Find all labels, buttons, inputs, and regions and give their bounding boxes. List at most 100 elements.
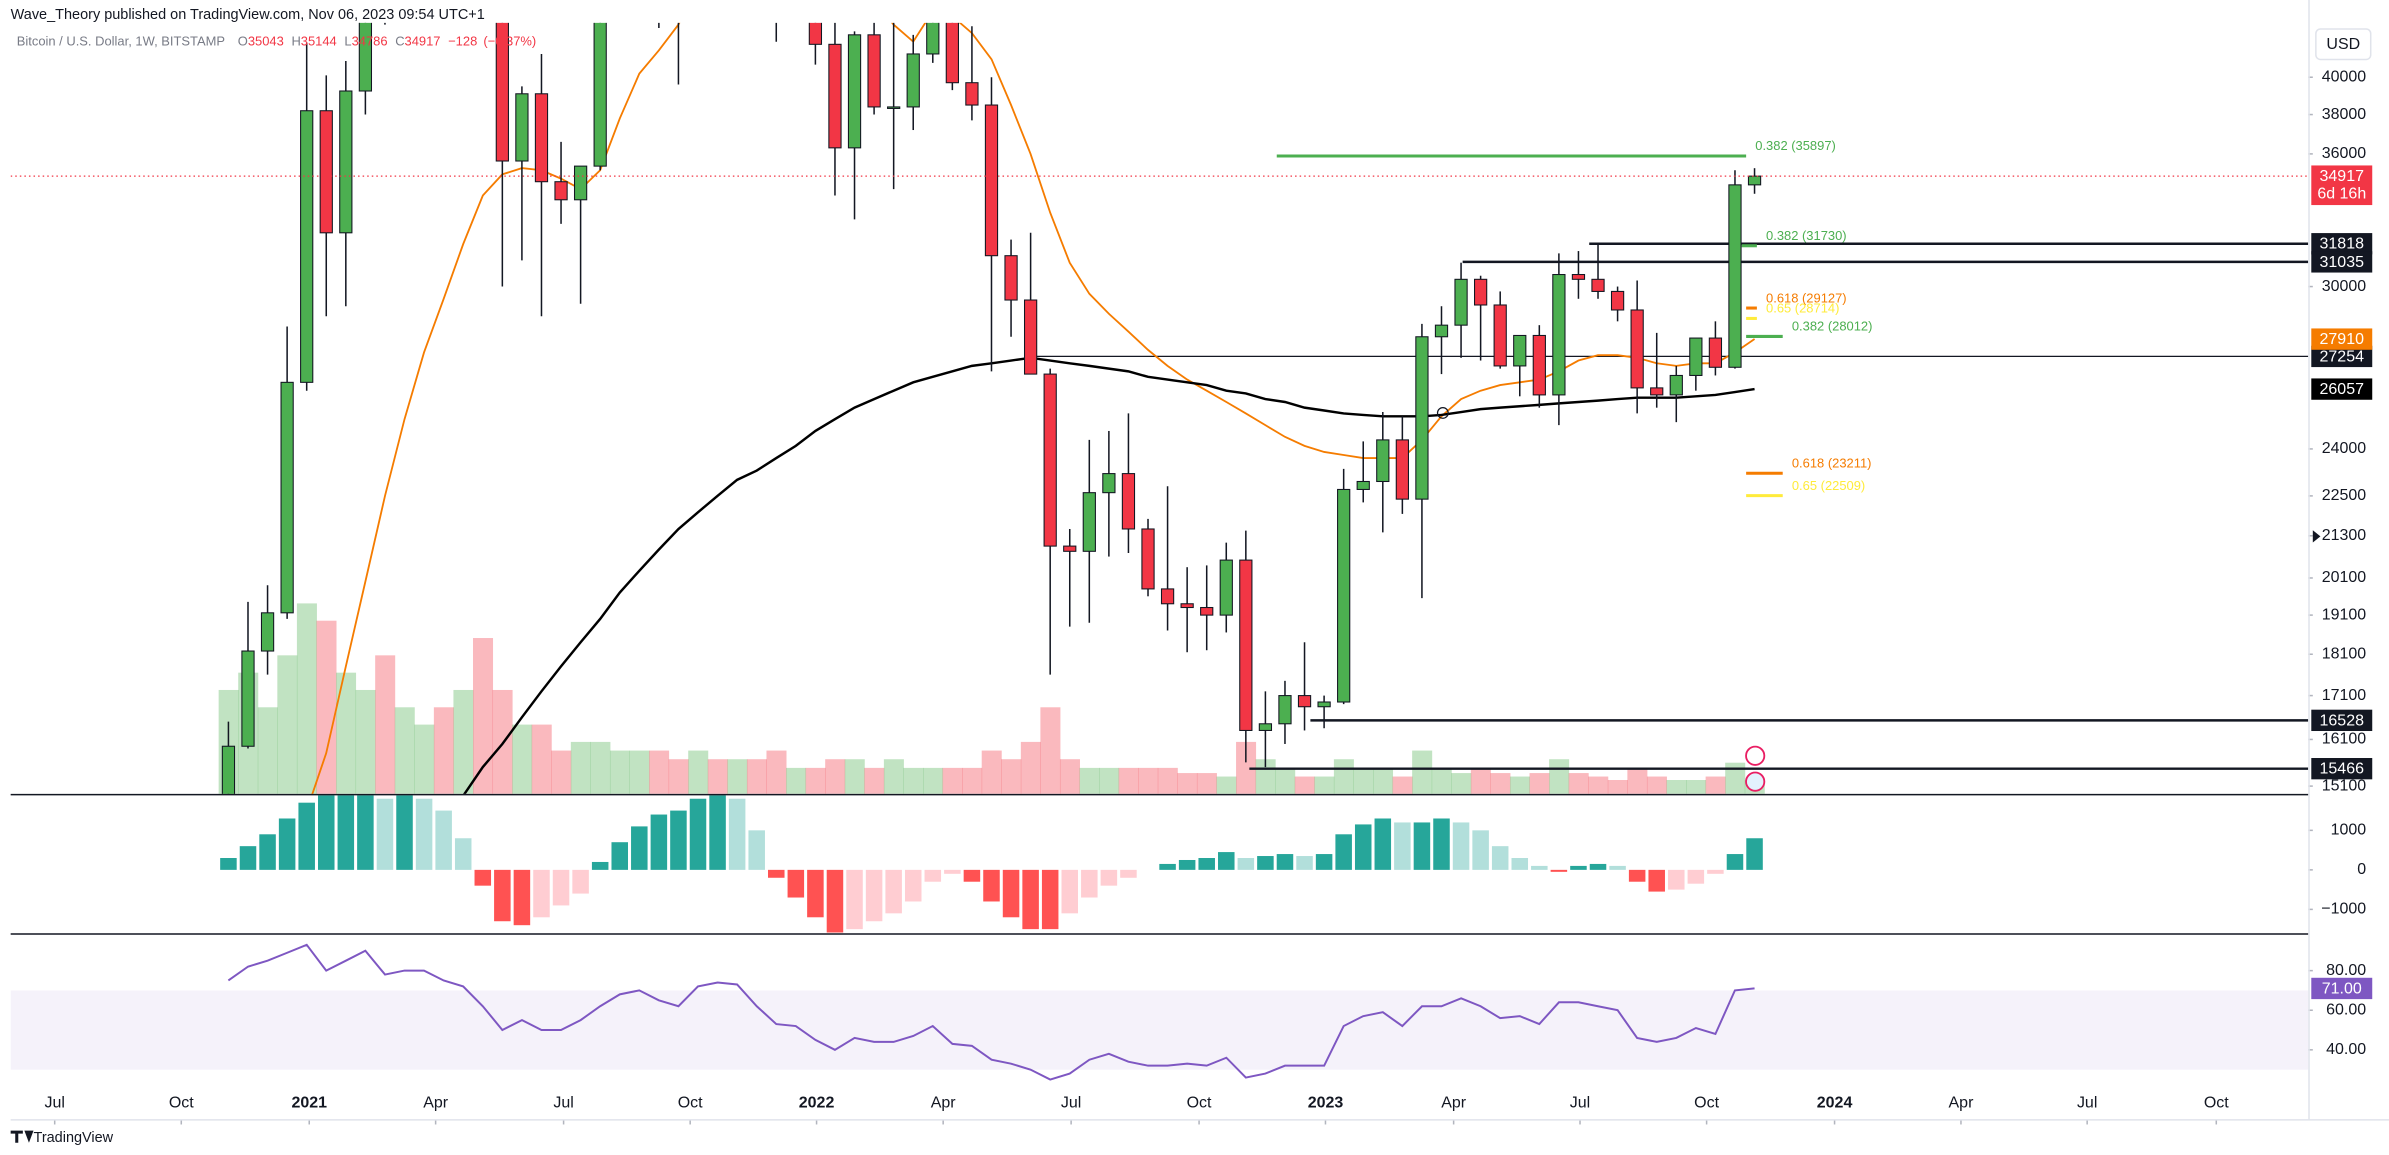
macd-bar: [1198, 858, 1215, 870]
volume-bar: [1412, 750, 1433, 794]
event-icon: [1745, 771, 1766, 792]
macd-bar: [689, 798, 707, 870]
candle-body: [1141, 528, 1155, 590]
candle-body: [1102, 473, 1116, 494]
price-label: 15466: [2320, 761, 2365, 778]
candle-body: [554, 181, 568, 201]
macd-bar: [1589, 863, 1607, 870]
macd-bar: [239, 846, 257, 870]
candle-body: [1160, 588, 1175, 605]
candle-body: [1063, 545, 1077, 552]
logo: [10, 1130, 34, 1143]
macd-bar: [1511, 858, 1529, 870]
volume-bar: [766, 750, 787, 794]
macd-bar: [1452, 822, 1470, 870]
macd-bar: [611, 842, 629, 870]
macd-bar: [1237, 858, 1255, 870]
volume-bar: [257, 707, 278, 794]
candle-body: [1669, 374, 1683, 396]
candle-body: [515, 93, 529, 162]
fib-label: 0.65 (22509): [1792, 478, 1865, 493]
volume-bar: [629, 750, 650, 794]
volume-bar: [805, 767, 826, 794]
candle-body: [1043, 373, 1057, 547]
x-tick-label: Oct: [169, 1094, 194, 1111]
volume-bar: [1001, 759, 1022, 794]
macd-bar: [474, 869, 492, 886]
rsi-band: [10, 990, 2309, 1070]
candle-body: [906, 53, 920, 108]
x-tick-label: Oct: [2204, 1094, 2229, 1111]
macd-bar: [1648, 869, 1665, 892]
macd-bar: [220, 858, 237, 870]
ma-label: 27910: [2320, 331, 2365, 348]
rsi-layer: [10, 943, 2309, 1081]
y-tick-label: 18100: [2322, 645, 2367, 662]
currency[interactable]: USD: [2326, 36, 2360, 53]
y-tick-label: 38000: [2322, 106, 2367, 123]
legend-value: 35144: [301, 34, 337, 49]
rsi-label: 71.00: [2322, 980, 2362, 997]
volume-bar: [649, 750, 670, 794]
macd-bar: [317, 795, 335, 870]
macd-bar: [1413, 822, 1431, 870]
macd-bar: [865, 869, 883, 922]
macd-bar: [298, 802, 315, 870]
volume-bar: [1059, 759, 1080, 794]
y-tick-label: 21300: [2322, 527, 2367, 544]
macd-bar: [709, 795, 726, 870]
candle-body: [1395, 439, 1409, 500]
x-tick-label: Oct: [1694, 1094, 1719, 1111]
volume-bar: [1686, 779, 1707, 794]
volume-bar: [1725, 762, 1746, 794]
macd-bar: [1687, 869, 1705, 884]
volume-bar: [277, 655, 298, 794]
x-tick-label: Apr: [423, 1094, 449, 1111]
candle-body: [1650, 387, 1664, 396]
candle-body: [573, 165, 588, 201]
volume-bar: [1157, 767, 1178, 794]
candle-body: [1728, 184, 1742, 368]
volume-bar: [512, 724, 533, 794]
volume-bar: [1353, 767, 1374, 794]
candle-body: [965, 82, 979, 106]
macd-bar: [1707, 869, 1724, 874]
macd-bar: [904, 869, 922, 902]
volume-bar: [1451, 773, 1472, 794]
volume-bar: [707, 759, 728, 794]
current-price-label: 34917: [2320, 168, 2365, 185]
volume-bar: [355, 689, 376, 794]
price-label-box: [2311, 345, 2373, 368]
volume-bar: [1373, 767, 1394, 794]
price-label: 31035: [2320, 254, 2365, 271]
macd-bar: [337, 795, 355, 870]
fib-label: 0.65 (28714): [1766, 301, 1839, 316]
volume-bar: [590, 741, 611, 794]
volume-bar: [1040, 707, 1061, 794]
macd-bar: [494, 869, 511, 922]
x-tick-label: Oct: [678, 1094, 703, 1111]
macd-bar: [1276, 854, 1294, 870]
macd-bar: [1570, 865, 1587, 870]
candle-body: [1454, 278, 1468, 326]
fib-label: 0.618 (23211): [1792, 456, 1872, 471]
legend: Bitcoin / U.S. Dollar, 1W, BITSTAMP O350…: [17, 34, 536, 49]
volume-bar: [1549, 759, 1570, 794]
macd-bar: [1159, 863, 1176, 870]
volume-bar: [786, 767, 807, 794]
volume-bar: [1607, 779, 1628, 794]
macd-bar: [1002, 869, 1020, 918]
macd-bar: [1374, 818, 1392, 870]
fib-label: 0.618 (29127): [1766, 290, 1847, 305]
volume-bar: [375, 655, 396, 794]
macd-tick-label: 0: [2357, 861, 2366, 878]
candle-body: [1708, 337, 1723, 368]
y-tick-label: 17100: [2322, 687, 2367, 704]
macd-bar: [259, 834, 276, 870]
x-tick-label: Jul: [2077, 1094, 2097, 1111]
current-price-box: [2311, 165, 2373, 206]
candle-body: [867, 34, 881, 108]
macd-bar: [1100, 869, 1118, 886]
candle-body: [534, 93, 549, 183]
currency-button[interactable]: [2315, 28, 2372, 61]
